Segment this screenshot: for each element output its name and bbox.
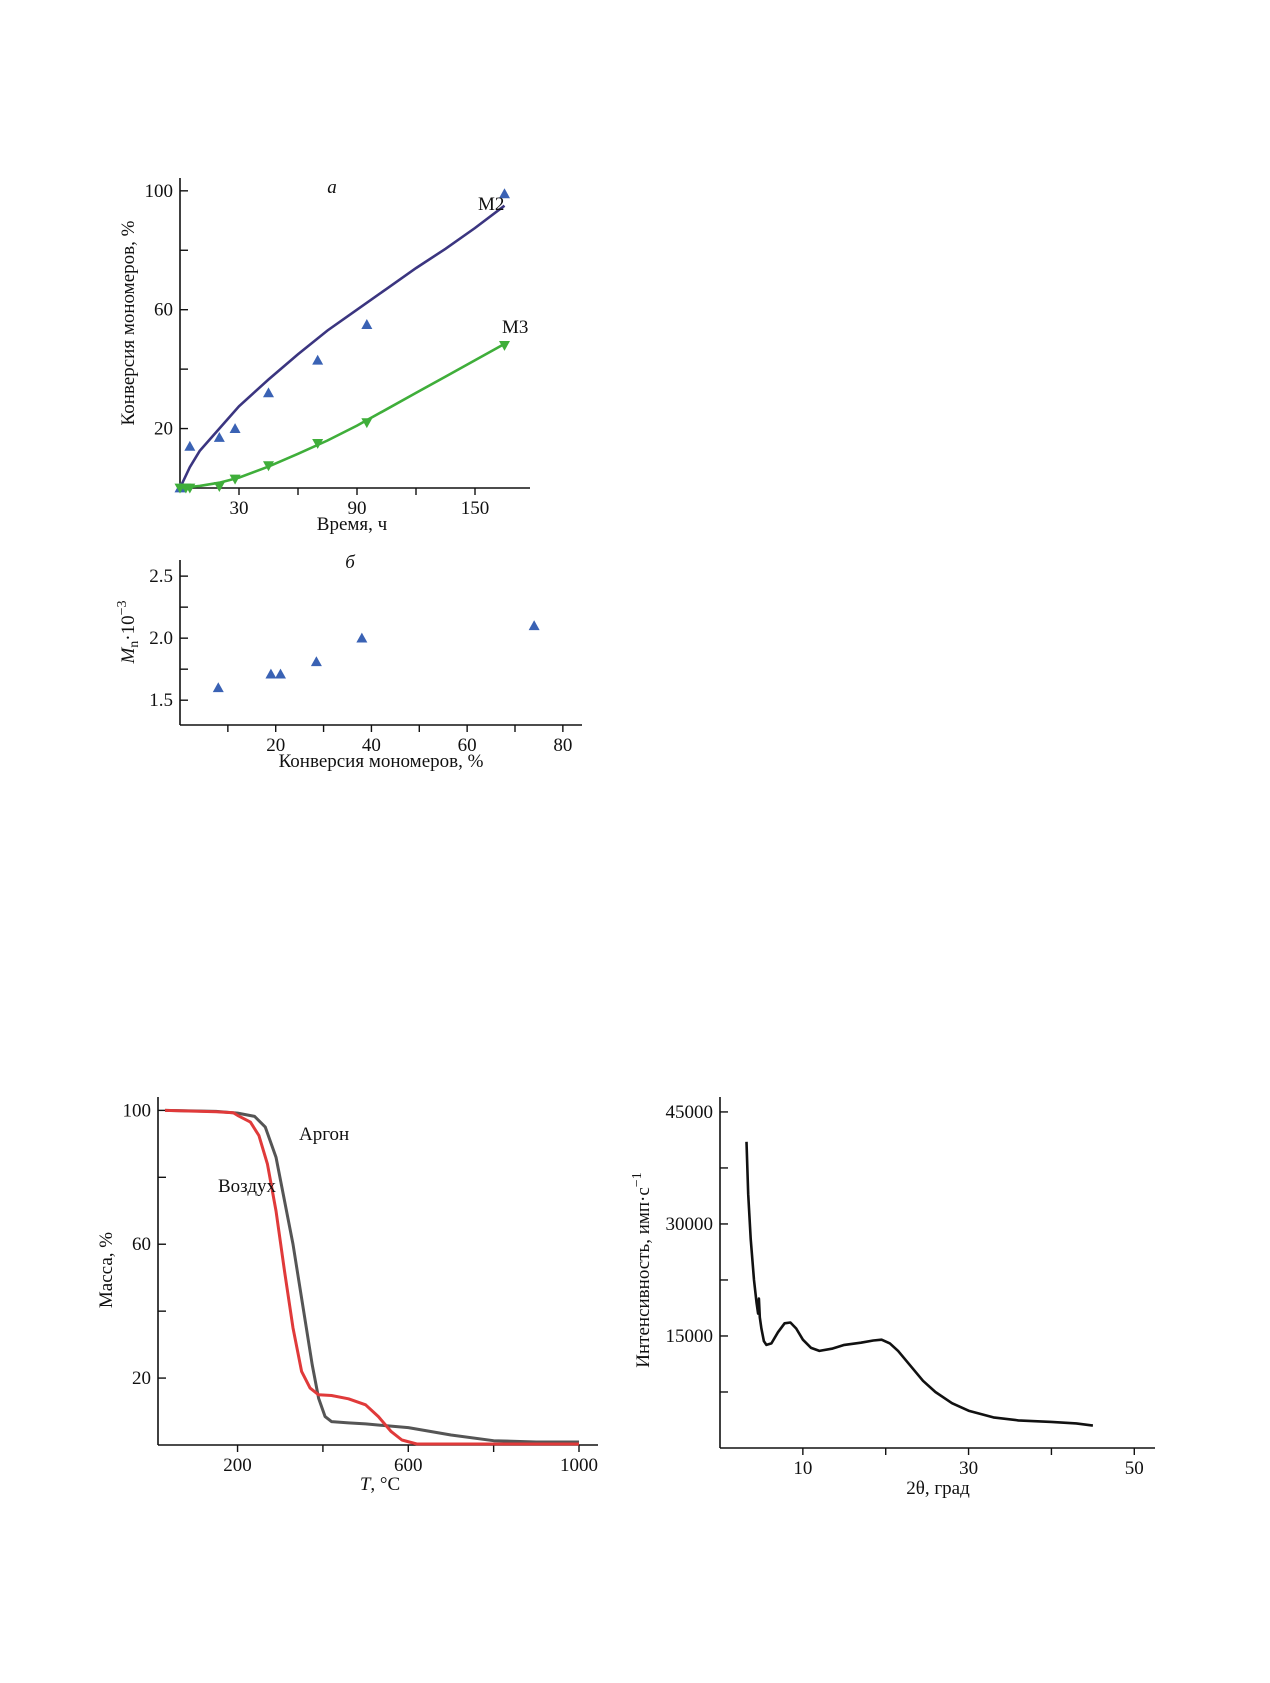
- chart-a-x-label: Время, ч: [317, 514, 388, 535]
- chart-a-y-label: Конверсия мономеров, %: [118, 220, 139, 425]
- chart-xrd-y-tick-label: 30000: [666, 1214, 714, 1235]
- chart-b-series: [212, 620, 540, 693]
- chart-a-x-tick-label: 90: [348, 498, 367, 519]
- chart-a-point-m2: [263, 387, 274, 398]
- chart-b-y-label: Mn·10−3: [115, 600, 142, 664]
- chart-a-point-m2: [361, 319, 373, 329]
- chart-a-point-m3: [263, 461, 274, 472]
- chart-b-point: [265, 668, 277, 679]
- chart-b-y-tick-label: 1.5: [149, 690, 173, 711]
- chart-b-ticks: 20 40 60 80 1.5 2.0 2.5: [149, 566, 572, 756]
- chart-a-point-m3: [312, 439, 324, 449]
- chart-b-x-label: Конверсия мономеров, %: [279, 751, 484, 772]
- chart-b-point: [212, 682, 224, 693]
- chart-a-x-tick-label: 30: [230, 498, 249, 519]
- chart-a-point-m3: [361, 418, 373, 429]
- chart-tga-x-label: T, °C: [360, 1474, 400, 1495]
- chart-tga-x-tick-label: 1000: [560, 1455, 598, 1476]
- chart-a-panel-label: а: [327, 177, 337, 198]
- chart-tga-y-tick-label: 60: [132, 1234, 151, 1255]
- chart-tga-label-argon: Аргон: [299, 1124, 349, 1145]
- chart-tga-y-label: Масса, %: [96, 1232, 117, 1308]
- chart-a-label-m3: M3: [502, 317, 528, 338]
- chart-b-point: [356, 632, 368, 643]
- chart-tga-line-argon: [164, 1108, 579, 1444]
- chart-b-panel-label: б: [345, 552, 356, 573]
- chart-tga-y-tick-label: 20: [132, 1368, 151, 1389]
- chart-b-y-tick-label: 2.5: [149, 566, 173, 587]
- chart-b-x-tick-label: 40: [362, 735, 381, 756]
- chart-a-label-m2: M2: [478, 194, 504, 215]
- chart-a-fit-line-m2: [178, 204, 506, 489]
- chart-xrd-y-tick-label: 45000: [666, 1102, 714, 1123]
- chart-b-x-tick-label: 80: [553, 735, 572, 756]
- chart-a-point-m2: [229, 423, 241, 433]
- chart-xrd-x-tick-label: 10: [793, 1458, 812, 1479]
- chart-a-point-m2: [184, 440, 196, 451]
- chart-a-point-m3: [229, 474, 241, 485]
- chart-xrd-x-tick-label: 30: [959, 1458, 978, 1479]
- chart-a-y-tick-label: 60: [154, 300, 173, 321]
- chart-a-fit-line-m3: [179, 342, 506, 490]
- chart-b-x-tick-label: 60: [458, 735, 477, 756]
- chart-b-x-tick-label: 20: [266, 735, 285, 756]
- chart-b: 20 40 60 80 1.5 2.0 2.5 б Конверсия мономеров,…: [115, 552, 582, 772]
- chart-xrd-y-tick-label: 15000: [666, 1326, 714, 1347]
- chart-a: 30 90 150 20 60 100 а Время, ч Конверсия моно…: [118, 177, 530, 535]
- chart-a-point-m3: [213, 482, 225, 493]
- chart-a-point-m2: [312, 354, 324, 365]
- chart-xrd-y-label: Интенсивность, имп·с−1: [630, 1172, 654, 1367]
- chart-a-point-m2: [213, 431, 225, 442]
- chart-tga: 200 600 1000 20 60 100 T, °C Масса, % Аргон В…: [96, 1097, 598, 1495]
- chart-a-y-tick-label: 20: [154, 419, 173, 440]
- chart-a-point-m3: [184, 483, 196, 494]
- chart-tga-x-tick-label: 600: [394, 1455, 423, 1476]
- chart-xrd-ticks: 10 30 50 15000 30000 45000: [666, 1102, 1144, 1479]
- chart-xrd: 10 30 50 15000 30000 45000 2θ, град Интенсивн…: [630, 1097, 1155, 1499]
- chart-tga-line-air: [164, 1108, 579, 1446]
- chart-tga-y-tick-label: 100: [123, 1100, 152, 1121]
- chart-a-point-m3: [499, 340, 510, 351]
- chart-a-ticks: 30 90 150 20 60 100: [145, 181, 490, 519]
- chart-tga-ticks: 200 600 1000 20 60 100: [123, 1100, 599, 1476]
- chart-b-point: [310, 656, 322, 667]
- chart-tga-series: [164, 1108, 579, 1446]
- chart-xrd-series: [745, 1141, 1094, 1427]
- chart-xrd-x-tick-label: 50: [1125, 1458, 1144, 1479]
- chart-tga-x-tick-label: 200: [223, 1455, 252, 1476]
- chart-tga-label-air: Воздух: [218, 1176, 277, 1197]
- chart-a-y-tick-label: 100: [145, 181, 174, 202]
- chart-xrd-line: [745, 1141, 1094, 1427]
- chart-a-x-tick-label: 150: [461, 498, 490, 519]
- chart-a-point-m2: [499, 188, 510, 199]
- chart-b-point: [275, 668, 286, 679]
- chart-a-series: [174, 188, 510, 494]
- chart-b-point: [528, 620, 540, 631]
- chart-b-y-tick-label: 2.0: [149, 628, 173, 649]
- chart-xrd-x-label: 2θ, град: [906, 1478, 970, 1499]
